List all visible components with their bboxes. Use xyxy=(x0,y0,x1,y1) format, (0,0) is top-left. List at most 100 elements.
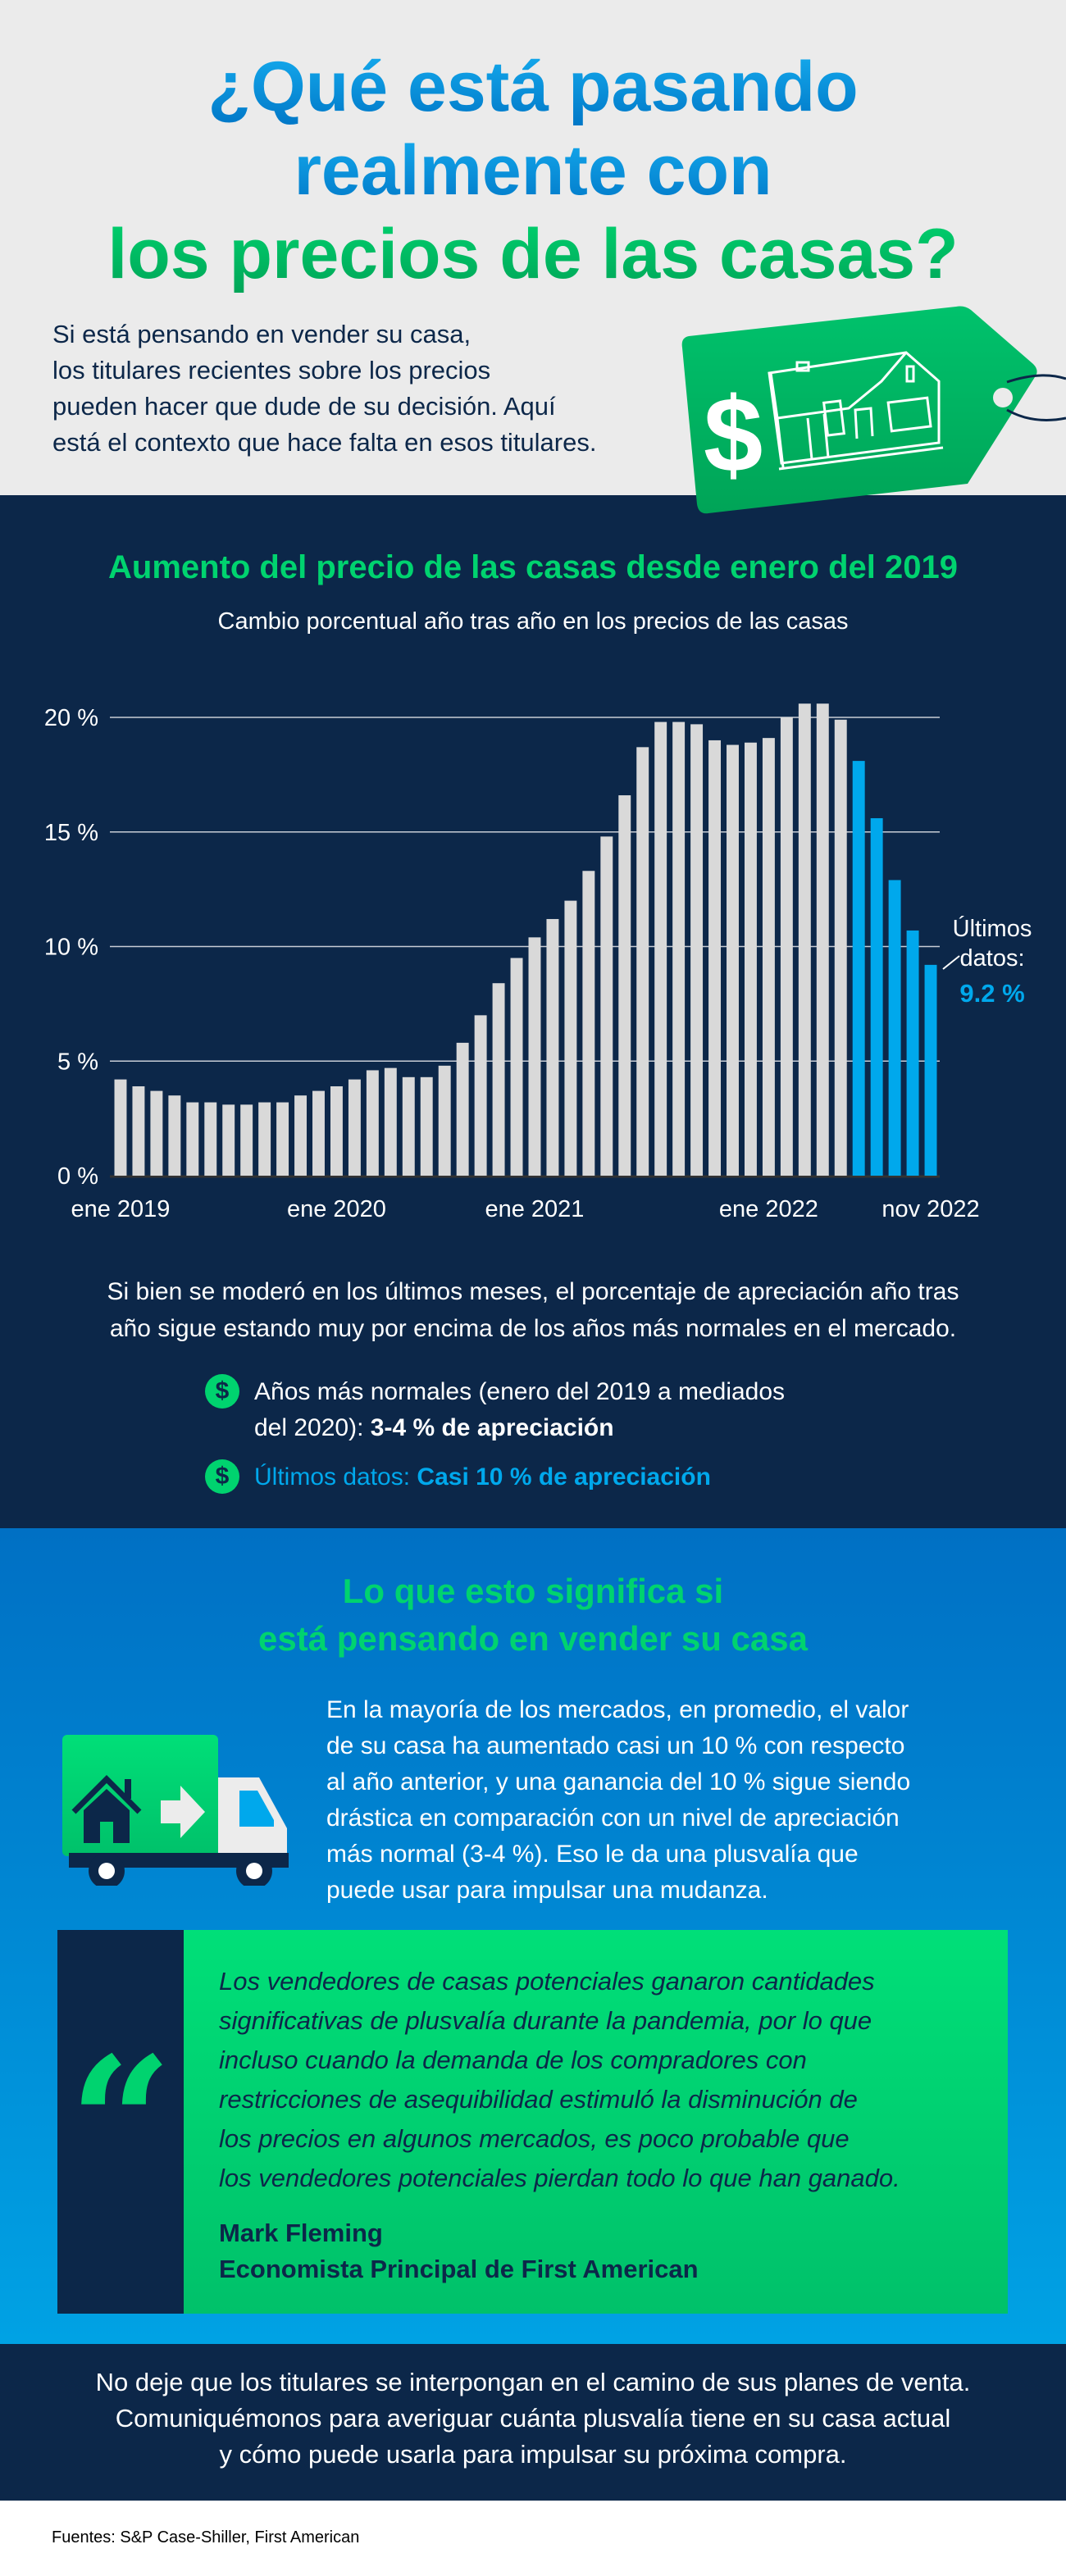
bullet-emphasis: Casi 10 % de apreciación xyxy=(417,1463,711,1491)
quote-attribution: Mark Fleming Economista Principal de Fir… xyxy=(219,2215,699,2287)
bar xyxy=(564,900,577,1176)
intro-line: los titulares recientes sobre los precio… xyxy=(52,356,491,385)
footer-section xyxy=(0,2344,1066,2501)
chart-title: Aumento del precio de las casas desde en… xyxy=(108,549,958,585)
bar xyxy=(492,983,505,1176)
dollar-sign: $ xyxy=(704,375,763,494)
annotation-pointer xyxy=(942,955,960,970)
note-line: Si bien se moderó en los últimos meses, … xyxy=(107,1278,959,1305)
x-axis-labels: ene 2019 ene 2020 ene 2021 ene 2022 nov 2022 xyxy=(71,1196,979,1222)
bullet-normal-years: $ Años más normales (enero del 2019 a me… xyxy=(205,1374,785,1446)
x-tick-label: ene 2022 xyxy=(719,1196,818,1222)
bar-latest xyxy=(924,964,937,1176)
bar xyxy=(528,937,541,1176)
bar xyxy=(708,740,722,1176)
quote-line: significativas de plusvalía durante la p… xyxy=(219,2006,872,2035)
bullet-text: del 2020): xyxy=(254,1414,371,1441)
intro-text: Si está pensando en vender su casa, los … xyxy=(52,316,676,461)
bar xyxy=(672,721,686,1176)
title-line-1: ¿Qué está pasando xyxy=(0,46,1066,128)
bar xyxy=(744,742,757,1176)
footer-line: y cómo puede usarla para impulsar su pró… xyxy=(219,2440,847,2469)
bar xyxy=(186,1102,199,1176)
bar xyxy=(348,1079,361,1176)
quote-side-bar xyxy=(57,1930,184,2314)
bar xyxy=(618,795,631,1176)
bar xyxy=(312,1090,325,1176)
moving-truck-icon xyxy=(62,1735,289,1886)
dollar-circle-icon: $ xyxy=(205,1459,239,1494)
dollar-circle-icon: $ xyxy=(205,1374,239,1409)
body-line: drástica en comparación con un nivel de … xyxy=(326,1805,900,1832)
bullet-text: Últimos datos: xyxy=(254,1463,417,1491)
body-line: puede usar para impulsar una mudanza. xyxy=(326,1877,768,1904)
bar xyxy=(438,1065,451,1176)
bar xyxy=(240,1104,253,1176)
y-tick-label: 5 % xyxy=(57,1049,98,1075)
quote-box xyxy=(57,1930,1008,2314)
bar xyxy=(168,1095,181,1176)
bar xyxy=(654,721,667,1176)
quote-author: Mark Fleming xyxy=(219,2219,383,2247)
y-axis-labels: 0 % 5 % 10 % 15 % 20 % xyxy=(44,705,98,1190)
y-tick-label: 15 % xyxy=(44,820,98,846)
bar xyxy=(780,717,793,1176)
bar xyxy=(456,1042,469,1176)
intro-line: Si está pensando en vender su casa, xyxy=(52,320,472,348)
x-tick-label: ene 2021 xyxy=(485,1196,584,1222)
bar-chart: 0 %5 %10 %15 %20 % ene 2019 ene 2020 ene 2… xyxy=(44,703,1032,1222)
footer-line: Comuniquémonos para averiguar cuánta plu… xyxy=(115,2404,951,2433)
bar xyxy=(510,958,523,1176)
intro-line: pueden hacer que dude de su decisión. Aq… xyxy=(52,392,556,421)
x-tick-label: ene 2019 xyxy=(71,1196,170,1222)
bullet-text: Años más normales (enero del 2019 a medi… xyxy=(254,1378,786,1405)
bar xyxy=(600,836,613,1176)
bar xyxy=(384,1067,397,1176)
bar xyxy=(762,738,775,1176)
bar xyxy=(834,719,847,1176)
y-tick-label: 10 % xyxy=(44,935,98,961)
bar xyxy=(150,1090,163,1176)
body-line: más normal (3-4 %). Eso le da una plusva… xyxy=(326,1841,859,1868)
bar xyxy=(204,1102,217,1176)
bar xyxy=(258,1102,271,1176)
annotation-label: datos: xyxy=(960,945,1025,972)
quote-text: Los vendedores de casas potenciales gana… xyxy=(219,1962,998,2198)
x-tick-label: nov 2022 xyxy=(882,1196,979,1222)
annotation-value: 9.2 % xyxy=(959,979,1024,1008)
bar xyxy=(546,918,559,1176)
bar xyxy=(690,724,704,1176)
bar xyxy=(727,744,739,1176)
meaning-heading: Lo que esto significa si está pensando e… xyxy=(0,1568,1066,1663)
sources: Fuentes: S&P Case-Shiller, First America… xyxy=(52,2528,360,2546)
quote-line: los precios en algunos mercados, es poco… xyxy=(219,2124,850,2153)
chart-note: Si bien se moderó en los últimos meses, … xyxy=(33,1273,1033,1347)
y-tick-label: 0 % xyxy=(57,1163,98,1190)
price-tag-icon: $ xyxy=(681,306,1066,514)
bars xyxy=(114,703,937,1176)
quote-author-title: Economista Principal de First American xyxy=(219,2255,699,2283)
bar xyxy=(582,871,595,1176)
meaning-body: En la mayoría de los mercados, en promed… xyxy=(326,1692,1007,1909)
bar xyxy=(474,1015,487,1176)
body-line: al año anterior, y una ganancia del 10 %… xyxy=(326,1768,911,1795)
intro-line: está el contexto que hace falta en esos … xyxy=(52,428,597,457)
footer-line: No deje que los titulares se interpongan… xyxy=(95,2368,971,2396)
bullet-emphasis: 3-4 % de apreciación xyxy=(370,1414,614,1441)
annotation-label: Últimos xyxy=(953,915,1032,942)
x-tick-label: ene 2020 xyxy=(287,1196,386,1222)
body-line: de su casa ha aumentado casi un 10 % con… xyxy=(326,1732,905,1759)
quote-mark-icon: “ xyxy=(69,2017,173,2229)
bar-latest xyxy=(888,880,901,1176)
bar xyxy=(294,1095,308,1176)
heading-line: Lo que esto significa si xyxy=(342,1572,724,1610)
body-line: En la mayoría de los mercados, en promed… xyxy=(326,1696,909,1723)
bar xyxy=(222,1104,235,1176)
bar xyxy=(114,1079,127,1176)
quote-line: Los vendedores de casas potenciales gana… xyxy=(219,1967,875,1996)
house-icon xyxy=(768,351,944,471)
y-tick-label: 20 % xyxy=(44,705,98,731)
note-line: año sigue estando muy por encima de los … xyxy=(109,1315,957,1342)
bar xyxy=(420,1076,433,1176)
bar xyxy=(276,1102,289,1176)
